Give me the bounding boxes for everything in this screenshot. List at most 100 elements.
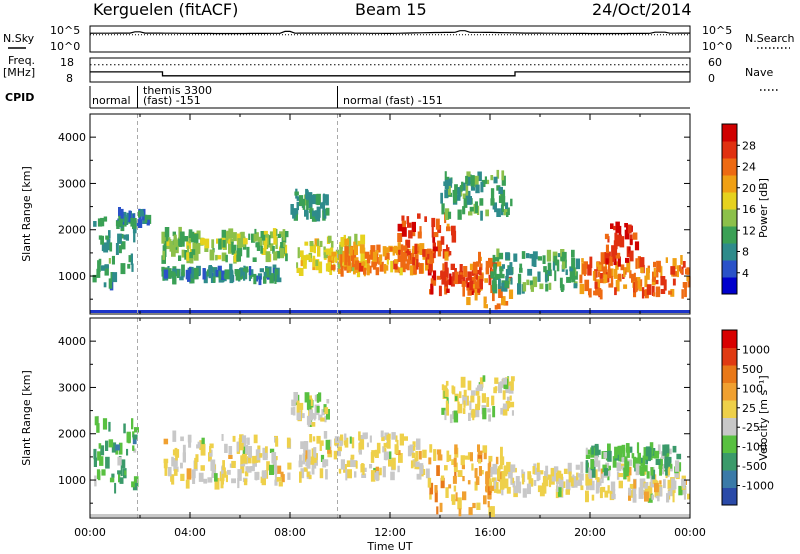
- echo-cell: [96, 423, 100, 433]
- echo-cell: [354, 260, 360, 270]
- echo-cell: [678, 265, 682, 272]
- echo-cell: [171, 271, 176, 277]
- echo-cell: [176, 269, 180, 278]
- echo-cell: [232, 435, 236, 442]
- echo-cell: [686, 276, 689, 282]
- echo-cell: [472, 261, 478, 274]
- echo-cell: [499, 381, 504, 388]
- echo-cell: [567, 462, 572, 475]
- echo-cell: [458, 403, 463, 414]
- echo-cell: [408, 230, 413, 239]
- echo-cell: [317, 245, 321, 257]
- echo-cell: [256, 245, 261, 251]
- echo-cell: [481, 470, 484, 475]
- echo-cell: [508, 289, 514, 299]
- echo-cell: [269, 231, 275, 239]
- echo-cell: [466, 171, 471, 182]
- echo-cell: [238, 235, 241, 240]
- echo-cell: [436, 506, 439, 515]
- colorbar-tick-label: 25: [742, 402, 756, 415]
- y-tick-label: 3000: [58, 381, 86, 394]
- echo-cell: [590, 458, 595, 469]
- echo-cell: [565, 269, 568, 276]
- echo-cell: [263, 475, 266, 485]
- echo-cell: [483, 448, 487, 460]
- echo-cell: [272, 459, 277, 469]
- echo-cell: [682, 261, 686, 268]
- echo-cell: [228, 242, 232, 254]
- echo-cell: [660, 266, 663, 279]
- echo-cell: [209, 249, 215, 261]
- echo-cell: [329, 439, 332, 451]
- echo-cell: [397, 242, 401, 253]
- echo-cell: [568, 471, 572, 483]
- echo-cell: [505, 269, 509, 279]
- echo-cell: [510, 401, 515, 408]
- echo-cell: [516, 482, 520, 492]
- colorbar-swatch: [722, 277, 737, 295]
- echo-cell: [366, 264, 370, 276]
- echo-cell: [633, 272, 636, 282]
- echo-region-12: [440, 169, 513, 221]
- echo-cell: [415, 254, 419, 262]
- echo-cell: [163, 459, 168, 469]
- echo-cell: [563, 468, 568, 474]
- echo-cell: [412, 445, 416, 451]
- cpid-mode-normal-fast: normal (fast) -151: [343, 94, 443, 107]
- echo-cell: [485, 483, 489, 493]
- echo-cell: [410, 460, 414, 469]
- echo-cell: [527, 268, 533, 276]
- echo-cell: [231, 460, 236, 468]
- echo-cell: [467, 290, 472, 296]
- echo-cell: [485, 267, 490, 275]
- colorbar-tick-label: 16: [742, 203, 756, 216]
- echo-cell: [316, 215, 321, 222]
- echo-cell: [474, 290, 478, 301]
- echo-cell: [171, 456, 174, 467]
- echo-cell: [108, 421, 111, 432]
- echo-cell: [469, 452, 473, 462]
- echo-cell: [476, 261, 479, 267]
- echo-cell: [127, 263, 131, 269]
- echo-cell: [632, 232, 638, 240]
- echo-cell: [243, 271, 246, 281]
- echo-cell: [473, 279, 477, 290]
- echo-cell: [291, 399, 296, 407]
- echo-cell: [427, 477, 432, 488]
- echo-cell: [302, 453, 305, 465]
- echo-cell: [108, 278, 113, 289]
- echo-cell: [181, 249, 185, 258]
- echo-cell: [101, 242, 107, 252]
- echo-cell: [340, 434, 344, 445]
- echo-cell: [189, 252, 193, 259]
- echo-cell: [656, 260, 661, 272]
- echo-cell: [545, 274, 548, 283]
- echo-cell: [507, 207, 510, 215]
- echo-cell: [261, 234, 266, 241]
- echo-cell: [528, 477, 531, 488]
- colorbar-tick-label: -1000: [742, 480, 774, 493]
- echo-cell: [384, 265, 389, 271]
- echo-cell: [347, 236, 352, 247]
- echo-cell: [683, 489, 686, 500]
- echo-cell: [556, 481, 559, 492]
- echo-cell: [467, 452, 472, 460]
- echo-cell: [161, 267, 166, 277]
- echo-cell: [293, 392, 298, 403]
- echo-cell: [304, 194, 308, 206]
- echo-cell: [111, 255, 115, 265]
- echo-cell: [310, 398, 313, 406]
- echo-cell: [577, 473, 581, 478]
- n-sky-line: [89, 30, 690, 35]
- echo-cell: [478, 466, 482, 476]
- echo-cell: [624, 461, 630, 473]
- echo-cell: [635, 463, 640, 476]
- echo-cell: [481, 179, 486, 187]
- echo-cell: [319, 441, 322, 451]
- echo-cell: [461, 182, 466, 191]
- echo-cell: [472, 502, 476, 509]
- echo-cell: [559, 479, 562, 491]
- echo-cell: [555, 259, 558, 265]
- echo-cell: [412, 257, 416, 266]
- echo-cell: [223, 471, 227, 478]
